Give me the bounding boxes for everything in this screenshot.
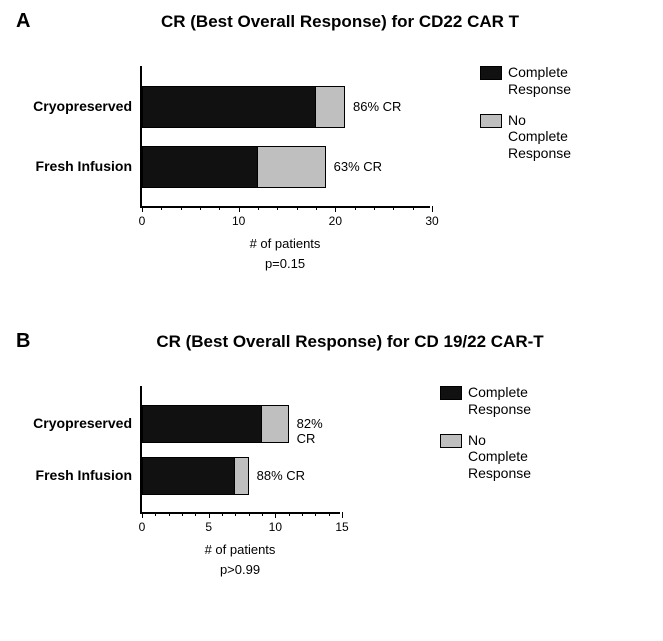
plot-area-b: 82% CR88% CR051015 <box>140 386 340 514</box>
x-tick-minor <box>169 512 170 516</box>
x-tick-major <box>142 206 143 212</box>
x-tick-major <box>142 512 143 518</box>
bar-segment-no-complete <box>316 86 345 128</box>
x-axis-title: # of patients <box>250 236 321 251</box>
x-tick-label: 0 <box>139 520 146 534</box>
x-tick-minor <box>393 206 394 210</box>
legend-b: CompleteResponse NoCompleteResponse <box>440 384 531 496</box>
category-label: Cryopreserved <box>0 415 132 431</box>
chart-title-b: CR (Best Overall Response) for CD 19/22 … <box>80 332 620 352</box>
x-tick-minor <box>262 512 263 516</box>
x-tick-minor <box>297 206 298 210</box>
value-label: 88% CR <box>257 468 305 483</box>
x-tick-label: 20 <box>329 214 342 228</box>
plot-area-a: 86% CR63% CR0102030 <box>140 66 430 208</box>
x-tick-minor <box>181 206 182 210</box>
bar-segment-complete <box>142 405 262 443</box>
panel-b: B CR (Best Overall Response) for CD 19/2… <box>0 330 663 630</box>
bar-segment-complete <box>142 457 235 495</box>
x-tick-major <box>209 512 210 518</box>
x-tick-minor <box>258 206 259 210</box>
x-tick-minor <box>161 206 162 210</box>
bar-segment-no-complete <box>262 405 289 443</box>
x-tick-minor <box>355 206 356 210</box>
x-tick-minor <box>195 512 196 516</box>
bar-segment-no-complete <box>235 457 248 495</box>
p-value: p>0.99 <box>220 562 260 577</box>
legend-swatch <box>440 386 462 400</box>
x-tick-minor <box>249 512 250 516</box>
bar-segment-complete <box>142 86 316 128</box>
bar-segment-no-complete <box>258 146 326 188</box>
value-label: 86% CR <box>353 99 401 114</box>
x-tick-minor <box>235 512 236 516</box>
panel-a: A CR (Best Overall Response) for CD22 CA… <box>0 10 663 310</box>
x-tick-major <box>335 206 336 212</box>
legend-text: CompleteResponse <box>468 384 531 418</box>
x-tick-minor <box>316 206 317 210</box>
x-tick-minor <box>182 512 183 516</box>
category-label: Fresh Infusion <box>0 467 132 483</box>
x-tick-label: 15 <box>335 520 348 534</box>
legend-text: NoCompleteResponse <box>468 432 531 482</box>
x-tick-label: 0 <box>139 214 146 228</box>
x-tick-minor <box>222 512 223 516</box>
x-axis-title: # of patients <box>205 542 276 557</box>
value-label: 63% CR <box>334 159 382 174</box>
x-tick-minor <box>289 512 290 516</box>
x-tick-minor <box>277 206 278 210</box>
bar-row <box>142 457 249 495</box>
p-value: p=0.15 <box>265 256 305 271</box>
x-tick-label: 10 <box>232 214 245 228</box>
x-tick-major <box>342 512 343 518</box>
x-tick-minor <box>374 206 375 210</box>
x-tick-major <box>432 206 433 212</box>
legend-swatch <box>480 66 502 80</box>
legend-swatch <box>480 114 502 128</box>
legend-item: CompleteResponse <box>480 64 571 98</box>
bar-row <box>142 86 345 128</box>
x-tick-minor <box>219 206 220 210</box>
x-tick-minor <box>200 206 201 210</box>
value-label: 82% CR <box>297 416 340 446</box>
chart-title-a: CR (Best Overall Response) for CD22 CAR … <box>110 12 570 32</box>
x-tick-label: 5 <box>205 520 212 534</box>
bar-row <box>142 405 289 443</box>
x-tick-minor <box>302 512 303 516</box>
x-tick-major <box>239 206 240 212</box>
legend-a: CompleteResponse NoCompleteResponse <box>480 64 571 176</box>
legend-text: NoCompleteResponse <box>508 112 571 162</box>
bar-segment-complete <box>142 146 258 188</box>
legend-item: NoCompleteResponse <box>440 432 531 482</box>
x-tick-minor <box>315 512 316 516</box>
panel-letter-b: B <box>16 330 30 353</box>
x-tick-minor <box>155 512 156 516</box>
x-tick-minor <box>329 512 330 516</box>
x-tick-major <box>275 512 276 518</box>
category-label: Fresh Infusion <box>0 158 132 174</box>
panel-letter-a: A <box>16 10 30 33</box>
legend-text: CompleteResponse <box>508 64 571 98</box>
category-label: Cryopreserved <box>0 98 132 114</box>
legend-item: CompleteResponse <box>440 384 531 418</box>
x-tick-minor <box>413 206 414 210</box>
x-tick-label: 10 <box>269 520 282 534</box>
legend-item: NoCompleteResponse <box>480 112 571 162</box>
x-tick-label: 30 <box>425 214 438 228</box>
bar-row <box>142 146 326 188</box>
legend-swatch <box>440 434 462 448</box>
